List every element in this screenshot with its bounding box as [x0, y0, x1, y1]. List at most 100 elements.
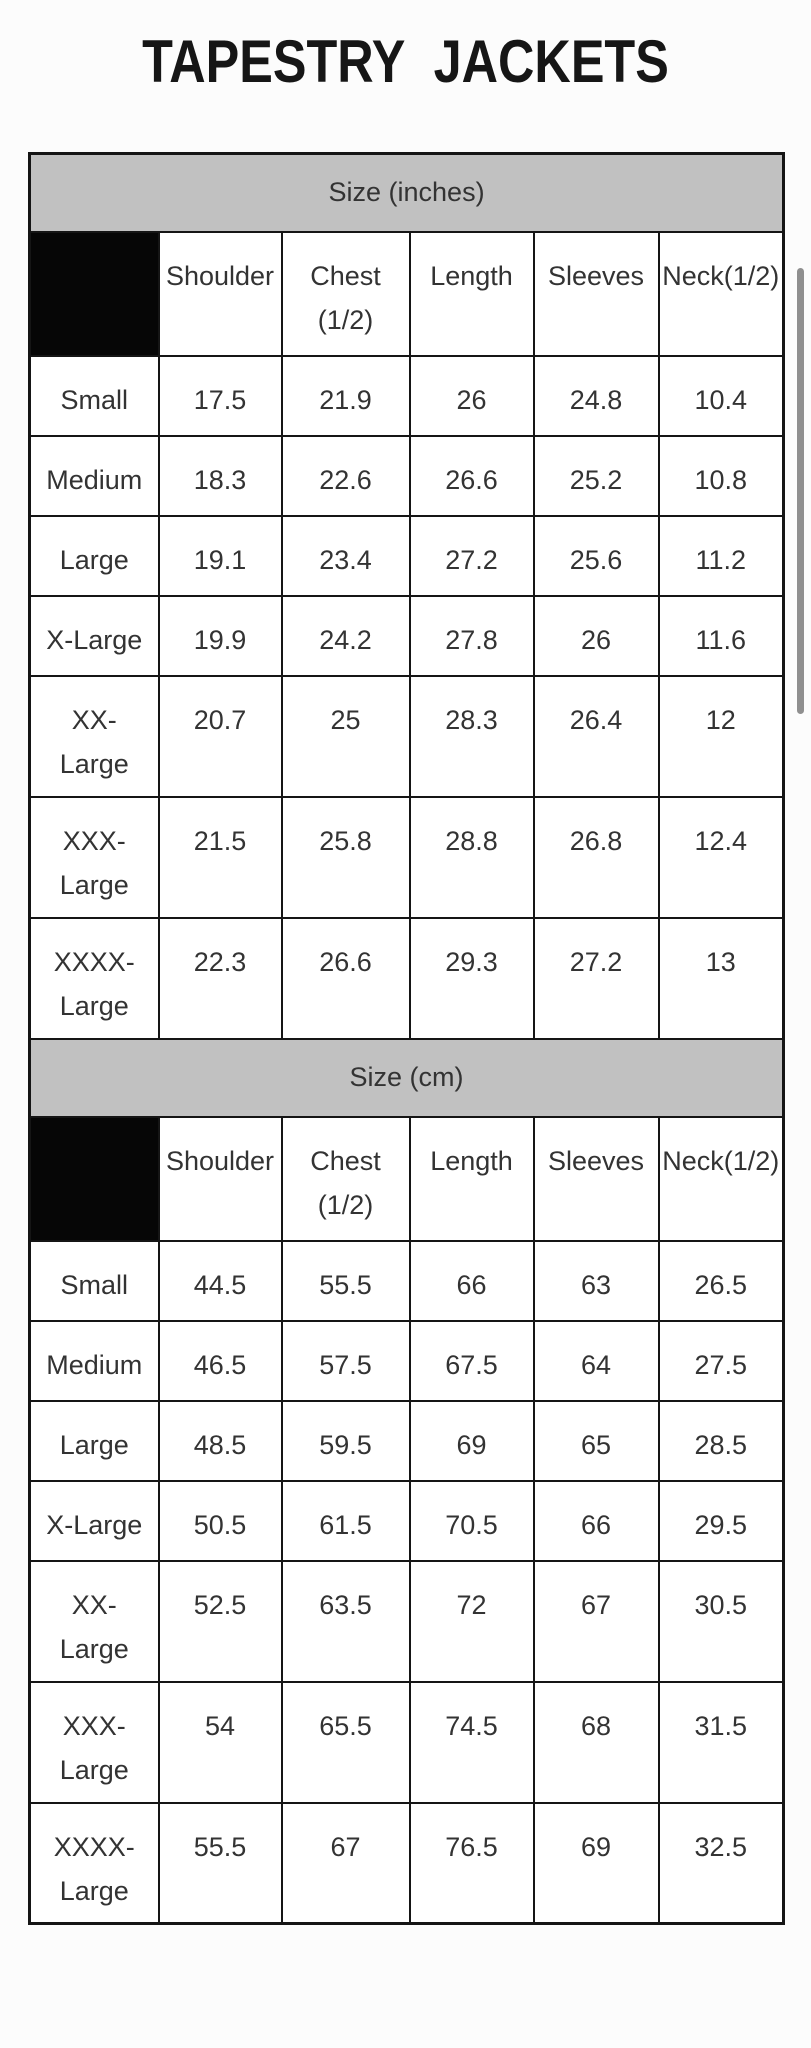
size-chart-body: Size (inches) Shoulder Chest (1/2) Length Sl…	[28, 152, 785, 1925]
column-header-cell: Shoulder	[157, 230, 283, 357]
size-value-cell: 69	[408, 1399, 535, 1482]
column-header-row: Shoulder Chest (1/2) Length Sleeves Neck(1/2…	[28, 1115, 785, 1242]
table-row: XXXX- Large 22.3 26.6 29.3 27.2 13	[28, 916, 785, 1040]
size-value-cell: 76.5	[408, 1801, 535, 1925]
size-value-cell: 65.5	[280, 1680, 411, 1804]
row-label-cell: Medium	[28, 1319, 160, 1402]
size-value-cell: 70.5	[408, 1479, 535, 1562]
size-value-cell: 21.9	[280, 354, 411, 437]
size-value-cell: 29.5	[657, 1479, 785, 1562]
size-value-cell: 26	[408, 354, 535, 437]
row-label-cell: XX- Large	[28, 1559, 160, 1683]
size-value-cell: 48.5	[157, 1399, 283, 1482]
size-value-cell: 32.5	[657, 1801, 785, 1925]
row-label-cell: X-Large	[28, 594, 160, 677]
size-value-cell: 72	[408, 1559, 535, 1683]
size-value-cell: 21.5	[157, 795, 283, 919]
size-value-cell: 44.5	[157, 1239, 283, 1322]
corner-cell	[28, 1115, 160, 1242]
size-value-cell: 66	[408, 1239, 535, 1322]
size-value-cell: 55.5	[157, 1801, 283, 1925]
row-label-cell: XX- Large	[28, 674, 160, 798]
size-value-cell: 26.8	[532, 795, 660, 919]
size-value-cell: 27.8	[408, 594, 535, 677]
size-value-cell: 13	[657, 916, 785, 1040]
size-chart-table: Size (inches) Shoulder Chest (1/2) Length Sl…	[28, 152, 786, 1925]
table-row: Small 44.5 55.5 66 63 26.5	[28, 1239, 785, 1322]
table-row: Medium 46.5 57.5 67.5 64 27.5	[28, 1319, 785, 1402]
size-value-cell: 25.2	[532, 434, 660, 517]
table-row: X-Large 50.5 61.5 70.5 66 29.5	[28, 1479, 785, 1562]
size-value-cell: 11.2	[657, 514, 785, 597]
size-value-cell: 46.5	[157, 1319, 283, 1402]
size-value-cell: 50.5	[157, 1479, 283, 1562]
row-label-cell: XXXX- Large	[28, 916, 160, 1040]
table-row: XXX- Large 54 65.5 74.5 68 31.5	[28, 1680, 785, 1804]
table-row: Medium 18.3 22.6 26.6 25.2 10.8	[28, 434, 785, 517]
size-value-cell: 11.6	[657, 594, 785, 677]
column-header-cell: Length	[408, 230, 535, 357]
size-value-cell: 54	[157, 1680, 283, 1804]
size-value-cell: 66	[532, 1479, 660, 1562]
size-value-cell: 10.4	[657, 354, 785, 437]
column-header-cell: Chest (1/2)	[280, 230, 411, 357]
size-value-cell: 26.4	[532, 674, 660, 798]
size-value-cell: 31.5	[657, 1680, 785, 1804]
size-value-cell: 20.7	[157, 674, 283, 798]
size-value-cell: 27.2	[532, 916, 660, 1040]
size-value-cell: 23.4	[280, 514, 411, 597]
table-row: XX- Large 20.7 25 28.3 26.4 12	[28, 674, 785, 798]
size-value-cell: 12	[657, 674, 785, 798]
table-row: Small 17.5 21.9 26 24.8 10.4	[28, 354, 785, 437]
size-value-cell: 26.6	[408, 434, 535, 517]
size-value-cell: 17.5	[157, 354, 283, 437]
size-value-cell: 18.3	[157, 434, 283, 517]
column-header-cell: Length	[408, 1115, 535, 1242]
size-value-cell: 26.6	[280, 916, 411, 1040]
size-value-cell: 64	[532, 1319, 660, 1402]
row-label-cell: Large	[28, 1399, 160, 1482]
size-value-cell: 74.5	[408, 1680, 535, 1804]
table-row: XX- Large 52.5 63.5 72 67 30.5	[28, 1559, 785, 1683]
section-header: Size (cm)	[28, 1037, 785, 1118]
size-value-cell: 26.5	[657, 1239, 785, 1322]
table-row: X-Large 19.9 24.2 27.8 26 11.6	[28, 594, 785, 677]
table-row: Large 48.5 59.5 69 65 28.5	[28, 1399, 785, 1482]
size-value-cell: 68	[532, 1680, 660, 1804]
size-value-cell: 55.5	[280, 1239, 411, 1322]
size-value-cell: 22.6	[280, 434, 411, 517]
size-value-cell: 67.5	[408, 1319, 535, 1402]
size-value-cell: 59.5	[280, 1399, 411, 1482]
size-value-cell: 67	[532, 1559, 660, 1683]
size-value-cell: 27.2	[408, 514, 535, 597]
size-value-cell: 65	[532, 1399, 660, 1482]
size-value-cell: 28.5	[657, 1399, 785, 1482]
column-header-cell: Chest (1/2)	[280, 1115, 411, 1242]
size-value-cell: 24.8	[532, 354, 660, 437]
vertical-scrollbar-thumb[interactable]	[797, 268, 804, 714]
row-label-cell: XXXX- Large	[28, 1801, 160, 1925]
size-value-cell: 22.3	[157, 916, 283, 1040]
size-value-cell: 52.5	[157, 1559, 283, 1683]
section-header: Size (inches)	[28, 152, 785, 233]
column-header-cell: Sleeves	[532, 230, 660, 357]
size-value-cell: 25.8	[280, 795, 411, 919]
size-value-cell: 19.9	[157, 594, 283, 677]
size-value-cell: 30.5	[657, 1559, 785, 1683]
row-label-cell: XXX- Large	[28, 1680, 160, 1804]
size-value-cell: 28.3	[408, 674, 535, 798]
corner-cell	[28, 230, 160, 357]
table-row: Large 19.1 23.4 27.2 25.6 11.2	[28, 514, 785, 597]
size-value-cell: 28.8	[408, 795, 535, 919]
size-value-cell: 63.5	[280, 1559, 411, 1683]
page-title: TAPESTRY JACKETS	[142, 28, 669, 95]
row-label-cell: X-Large	[28, 1479, 160, 1562]
size-value-cell: 69	[532, 1801, 660, 1925]
size-value-cell: 63	[532, 1239, 660, 1322]
size-value-cell: 19.1	[157, 514, 283, 597]
size-value-cell: 26	[532, 594, 660, 677]
column-header-row: Shoulder Chest (1/2) Length Sleeves Neck(1/2…	[28, 230, 785, 357]
size-value-cell: 61.5	[280, 1479, 411, 1562]
size-value-cell: 25	[280, 674, 411, 798]
size-value-cell: 67	[280, 1801, 411, 1925]
